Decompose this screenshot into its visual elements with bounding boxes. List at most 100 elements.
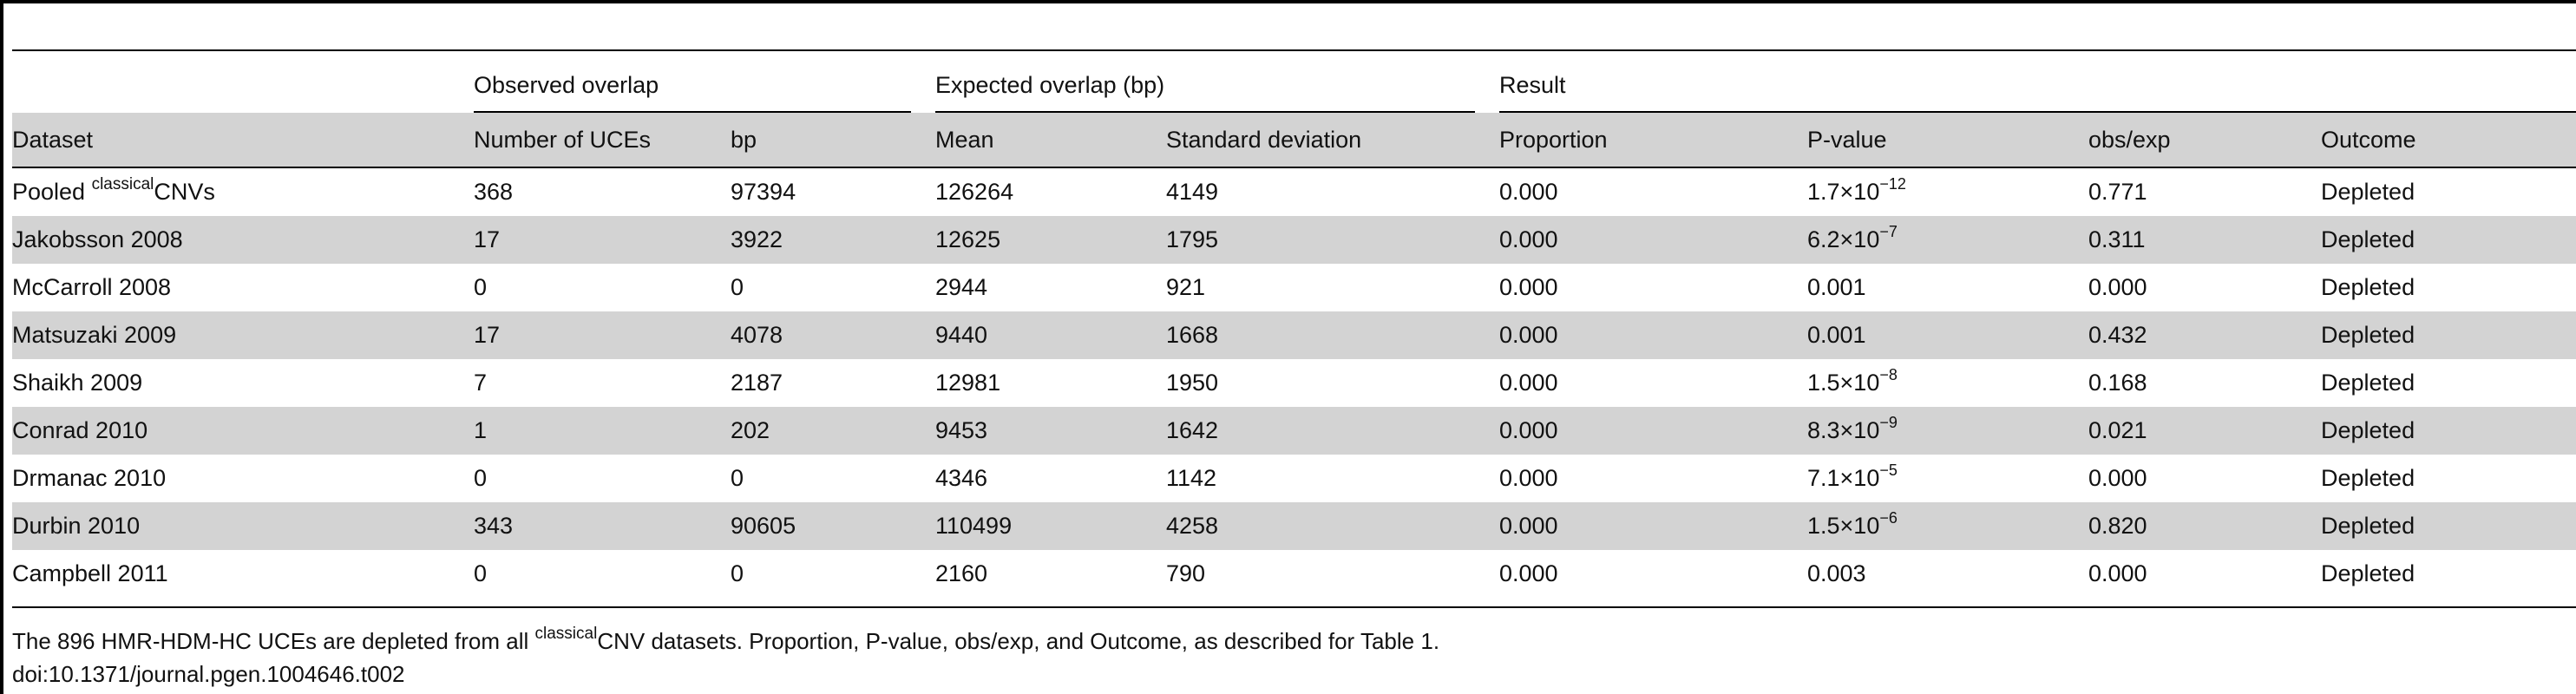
dataset-name: Drmanac 2010: [12, 465, 167, 491]
footnote-text-start: The 896 HMR-HDM-HC UCEs are depleted fro…: [12, 628, 535, 654]
cell-proportion: 0.000: [1499, 274, 1558, 300]
cell-standard-deviation: 4258: [1166, 502, 1499, 550]
cell-standard-deviation: 1795: [1166, 216, 1499, 264]
p-value-base: 7.1×10: [1807, 465, 1880, 491]
p-value-exponent: −5: [1879, 462, 1898, 479]
column-header-number-of-uces: Number of UCEs: [474, 113, 731, 168]
table-row: Shaikh 2009 7 2187 12981 1950 0.000 1.5×10−8 0.…: [12, 359, 2576, 407]
group-underline-expected: [935, 111, 1475, 113]
table-footnote: The 896 HMR-HDM-HC UCEs are depleted fro…: [12, 625, 1440, 656]
cell-obs-exp: 0.000: [2088, 465, 2147, 491]
cell-p-value: 1.7×10−12: [1807, 167, 2088, 216]
table-row: Campbell 2011 0 0 2160 790 0.000 0.003 0.000 Dep…: [12, 550, 2576, 598]
cell-dataset: Campbell 2011: [12, 550, 474, 598]
column-header-dataset: Dataset: [12, 113, 474, 168]
cell-mean: 4346: [935, 465, 988, 491]
group-header-result: Result: [1499, 57, 2576, 113]
p-value-base: 0.001: [1807, 322, 1866, 348]
group-header-observed: Observed overlap: [474, 57, 935, 113]
cell-proportion: 0.000: [1499, 502, 1807, 550]
dataset-name: Conrad 2010: [12, 417, 148, 443]
top-rule: [0, 0, 2576, 3]
cell-standard-deviation: 1642: [1166, 407, 1499, 455]
group-header-expected: Expected overlap (bp): [935, 57, 1499, 113]
doi-link[interactable]: doi:10.1371/journal.pgen.1004646.t002: [12, 661, 405, 687]
dataset-name: Pooled: [12, 179, 92, 205]
cell-standard-deviation: 1950: [1166, 370, 1219, 396]
cell-obs-exp: 0.820: [2088, 502, 2321, 550]
cell-dataset: Conrad 2010: [12, 407, 474, 455]
table-row: McCarroll 2008 0 0 2944 921 0.000 0.001 0.000 De…: [12, 264, 2576, 311]
cell-p-value: 0.001: [1807, 311, 2088, 359]
p-value-exponent: −7: [1879, 223, 1898, 240]
cell-mean: 2944: [935, 274, 988, 300]
group-header-expected-label: Expected overlap (bp): [935, 71, 1165, 98]
table-body: Pooled classicalCNVs 368 97394 126264 4149 0.…: [12, 167, 2576, 598]
cell-number-of-uces: 17: [474, 311, 731, 359]
cell-proportion: 0.000: [1499, 465, 1558, 491]
cell-proportion: 0.000: [1499, 311, 1807, 359]
cell-p-value: 1.5×10−6: [1807, 502, 2088, 550]
cell-obs-exp: 0.311: [2088, 216, 2321, 264]
dataset-name: Campbell 2011: [12, 560, 168, 586]
p-value-exponent: −12: [1879, 175, 1906, 193]
group-underline-result: [1499, 111, 2576, 113]
cell-outcome: Depleted: [2321, 216, 2576, 264]
p-value-base: 6.2×10: [1807, 226, 1880, 252]
group-header-result-label: Result: [1499, 71, 1566, 98]
cell-proportion: 0.000: [1499, 216, 1807, 264]
dataset-superscript: classical: [91, 175, 154, 193]
cell-bp: 2187: [731, 370, 783, 396]
cell-number-of-uces: 368: [474, 179, 514, 205]
column-header-p-value: P-value: [1807, 113, 2088, 168]
cell-p-value: 0.001: [1807, 264, 2088, 311]
cell-bp: 4078: [731, 311, 935, 359]
column-header-mean: Mean: [935, 113, 1166, 168]
cell-p-value: 7.1×10−5: [1807, 455, 2088, 502]
cell-obs-exp: 0.000: [2088, 274, 2147, 300]
table-row: Jakobsson 2008 17 3922 12625 1795 0.000 6.2×10…: [12, 216, 2576, 264]
cell-standard-deviation: 1142: [1166, 465, 1217, 491]
cell-number-of-uces: 343: [474, 502, 731, 550]
group-underline-observed: [474, 111, 911, 113]
cell-outcome: Depleted: [2321, 502, 2576, 550]
column-header-outcome: Outcome: [2321, 113, 2576, 168]
cell-standard-deviation: 921: [1166, 274, 1206, 300]
cell-p-value: 0.003: [1807, 550, 2088, 598]
cell-dataset: McCarroll 2008: [12, 264, 474, 311]
table-row: Conrad 2010 1 202 9453 1642 0.000 8.3×10−9 0.02…: [12, 407, 2576, 455]
cell-bp: 0: [731, 465, 744, 491]
cell-mean: 9440: [935, 311, 1166, 359]
column-header-proportion: Proportion: [1499, 113, 1807, 168]
cell-proportion: 0.000: [1499, 560, 1558, 586]
dataset-name: Jakobsson 2008: [12, 226, 183, 252]
results-table: Observed overlap Expected overlap (bp) R…: [12, 57, 2576, 598]
cell-obs-exp: 0.771: [2088, 179, 2147, 205]
cell-outcome: Depleted: [2321, 311, 2576, 359]
cell-standard-deviation: 790: [1166, 560, 1206, 586]
p-value-base: 1.7×10: [1807, 179, 1880, 205]
cell-obs-exp: 0.432: [2088, 311, 2321, 359]
column-header-obs-exp: obs/exp: [2088, 113, 2321, 168]
cell-bp: 0: [731, 274, 744, 300]
table-top-rule: [12, 49, 2576, 51]
column-header-bp: bp: [731, 113, 935, 168]
table-row: Pooled classicalCNVs 368 97394 126264 4149 0.…: [12, 167, 2576, 216]
cell-outcome: Depleted: [2321, 407, 2576, 455]
cell-outcome: Depleted: [2321, 560, 2415, 586]
cell-proportion: 0.000: [1499, 407, 1807, 455]
cell-mean: 2160: [935, 560, 988, 586]
cell-dataset: Pooled classicalCNVs: [12, 167, 474, 216]
table-row: Durbin 2010 343 90605 110499 4258 0.000 1.5×10…: [12, 502, 2576, 550]
column-header-row: Dataset Number of UCEs bp Mean Standard …: [12, 113, 2576, 168]
footnote-text-end: CNV datasets. Proportion, P-value, obs/e…: [597, 628, 1440, 654]
p-value-exponent: −8: [1879, 366, 1898, 383]
cell-bp: 0: [731, 560, 744, 586]
p-value-base: 0.003: [1807, 560, 1866, 586]
cell-outcome: Depleted: [2321, 370, 2415, 396]
column-header-standard-deviation: Standard deviation: [1166, 113, 1499, 168]
cell-outcome: Depleted: [2321, 274, 2415, 300]
cell-p-value: 1.5×10−8: [1807, 359, 2088, 407]
cell-number-of-uces: 1: [474, 407, 731, 455]
